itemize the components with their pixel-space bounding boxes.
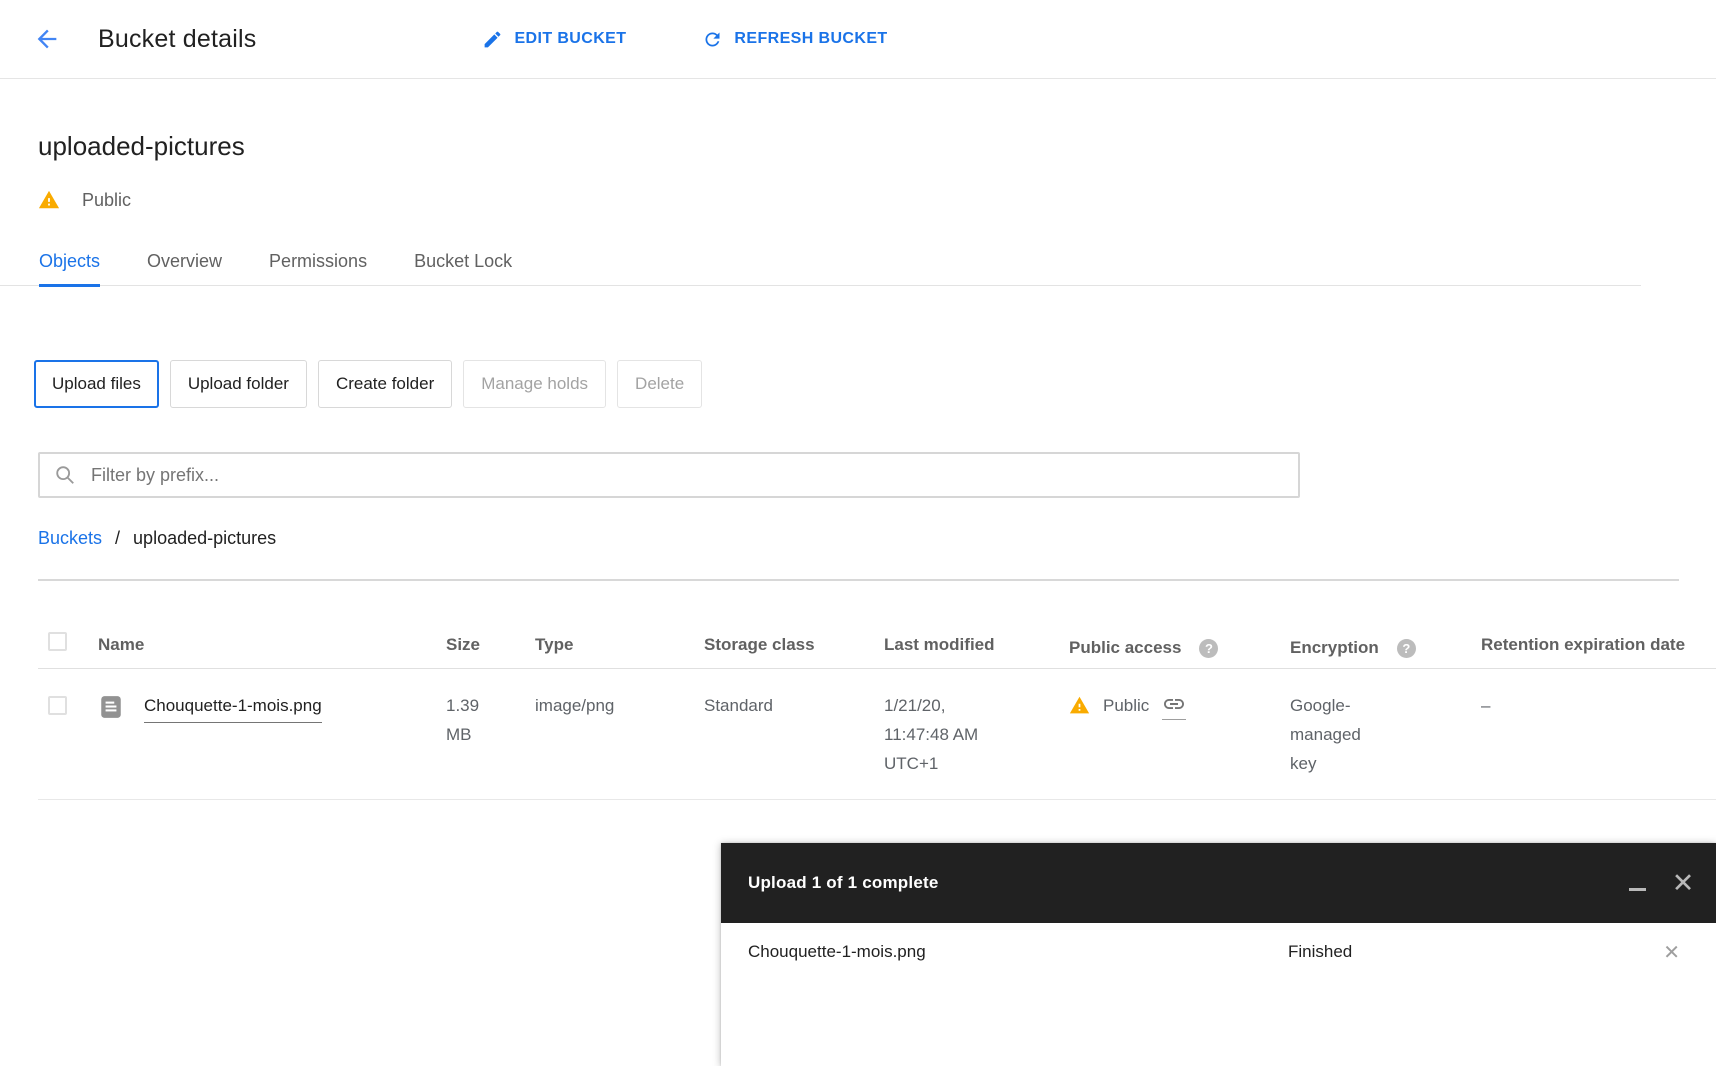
upload-folder-button[interactable]: Upload folder xyxy=(169,360,307,408)
bucket-name: uploaded-pictures xyxy=(38,131,245,161)
back-arrow-icon xyxy=(37,29,57,49)
cell-retention: – xyxy=(1481,696,1491,715)
minimize-button[interactable] xyxy=(1624,870,1650,896)
close-icon[interactable]: ✕ xyxy=(1671,868,1695,898)
tab-bucket-lock[interactable]: Bucket Lock xyxy=(414,251,513,271)
breadcrumb-current: uploaded-pictures xyxy=(133,528,277,548)
upload-toast-header: Upload 1 of 1 complete ✕ xyxy=(721,843,1716,923)
help-icon[interactable]: ? xyxy=(1199,638,1219,658)
dismiss-icon[interactable]: ✕ xyxy=(1663,941,1680,964)
cell-last-modified: 1/21/20, 11:47:48 AM UTC+1 xyxy=(884,696,979,773)
upload-item-filename: Chouquette-1-mois.png xyxy=(748,942,926,961)
column-header-type: Type xyxy=(535,635,574,654)
tab-permissions[interactable]: Permissions xyxy=(269,251,368,271)
refresh-bucket-button[interactable]: REFRESH BUCKET xyxy=(702,29,887,50)
help-icon[interactable]: ? xyxy=(1396,638,1416,658)
column-header-encryption: Encryption xyxy=(1290,638,1379,657)
cell-public-access: Public xyxy=(1103,696,1150,715)
table-header-row: Name Size Type Storage class Last modifi… xyxy=(38,581,1716,669)
column-header-last-modified: Last modified xyxy=(884,635,995,654)
filter-input[interactable] xyxy=(89,463,1298,487)
column-header-public-access: Public access xyxy=(1069,638,1182,657)
bucket-visibility-label: Public xyxy=(82,189,132,210)
row-checkbox[interactable] xyxy=(48,696,67,715)
cell-size: 1.39 MB xyxy=(446,696,480,744)
warning-icon xyxy=(1069,696,1090,714)
pencil-icon xyxy=(485,31,501,47)
file-icon xyxy=(101,696,121,718)
upload-item-status: Finished xyxy=(1288,942,1353,961)
column-header-storage-class: Storage class xyxy=(704,635,815,654)
select-all-checkbox[interactable] xyxy=(48,632,67,651)
objects-table: Name Size Type Storage class Last modifi… xyxy=(38,581,1716,800)
tab-overview[interactable]: Overview xyxy=(147,251,223,271)
back-button[interactable] xyxy=(26,18,68,60)
delete-button[interactable]: Delete xyxy=(617,360,703,408)
objects-toolbar: Upload files Upload folder Create folder… xyxy=(34,360,1716,408)
upload-files-button[interactable]: Upload files xyxy=(34,360,159,408)
bucket-details-content: uploaded-pictures Public Objects Overvie… xyxy=(0,131,1716,800)
manage-holds-button[interactable]: Manage holds xyxy=(463,360,607,408)
cell-storage-class: Standard xyxy=(704,696,773,715)
column-header-size: Size xyxy=(446,635,481,654)
bucket-visibility: Public xyxy=(38,187,1716,213)
refresh-icon xyxy=(705,32,720,46)
divider xyxy=(38,579,1679,581)
edit-bucket-button[interactable]: EDIT BUCKET xyxy=(482,29,626,50)
column-header-name: Name xyxy=(98,635,145,654)
upload-toast-title: Upload 1 of 1 complete xyxy=(748,873,939,892)
column-header-retention: Retention expiration date xyxy=(1481,635,1686,654)
minimize-icon xyxy=(1628,888,1646,891)
cell-encryption: Google-managed key xyxy=(1290,696,1361,773)
refresh-bucket-label: REFRESH BUCKET xyxy=(734,30,888,47)
search-icon xyxy=(56,466,74,484)
upload-toast: Upload 1 of 1 complete ✕ Chouquette-1-mo… xyxy=(721,843,1716,1066)
public-link-icon[interactable] xyxy=(1162,692,1187,720)
object-name-link[interactable]: Chouquette-1-mois.png xyxy=(144,691,322,723)
tab-bar: Objects Overview Permissions Bucket Lock xyxy=(0,251,1641,287)
table-row: Chouquette-1-mois.png 1.39 MB image/png … xyxy=(38,669,1716,800)
filter-box xyxy=(38,452,1300,498)
tab-objects[interactable]: Objects xyxy=(39,251,101,287)
breadcrumb-buckets-link[interactable]: Buckets xyxy=(38,528,103,548)
cell-type: image/png xyxy=(535,696,615,715)
edit-bucket-label: EDIT BUCKET xyxy=(514,30,627,47)
topbar: Bucket details EDIT BUCKET REFRESH BUCKE… xyxy=(0,0,1716,79)
warning-icon xyxy=(38,190,60,209)
page-title: Bucket details xyxy=(98,24,257,53)
breadcrumb-separator: / xyxy=(115,528,121,548)
upload-item-row: Chouquette-1-mois.png Finished ✕ xyxy=(721,923,1716,981)
breadcrumb: Buckets / uploaded-pictures xyxy=(38,528,1716,549)
create-folder-button[interactable]: Create folder xyxy=(317,360,453,408)
